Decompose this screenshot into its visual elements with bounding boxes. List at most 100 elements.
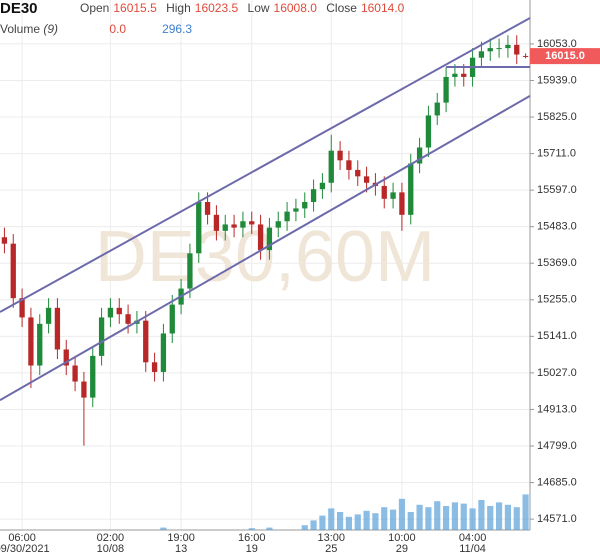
y-tick-label: 15255.0 xyxy=(537,294,577,306)
x-tick-date: 19 xyxy=(246,543,258,555)
volume-bar xyxy=(266,527,273,530)
candle-body xyxy=(284,211,290,222)
candle-body xyxy=(514,44,520,55)
candle-body xyxy=(81,381,87,398)
candle-body xyxy=(107,307,114,318)
volume-bar xyxy=(345,516,353,530)
candle-body xyxy=(10,243,16,299)
candle-body xyxy=(293,208,299,212)
volume-bar xyxy=(248,528,255,530)
volume-bar xyxy=(460,503,467,530)
candle-body xyxy=(19,298,25,318)
value: 16023.5 xyxy=(194,1,239,15)
y-tick-label: 14685.0 xyxy=(537,476,577,488)
candle-body xyxy=(496,48,502,50)
volume-bar xyxy=(160,527,167,530)
volume-bar xyxy=(363,510,370,530)
volume-bar xyxy=(513,507,520,530)
candle-body xyxy=(196,201,202,254)
candle-body xyxy=(302,201,308,209)
price-tag xyxy=(530,48,600,65)
x-tick-label: 10:00 xyxy=(388,532,416,544)
candle-body xyxy=(151,362,158,372)
trend-line xyxy=(0,95,531,402)
volume-bar xyxy=(381,507,388,530)
x-tick-label: 02:00 xyxy=(97,532,125,544)
volume-bar xyxy=(319,515,326,530)
candle-body xyxy=(478,51,485,58)
ohlc: Open 16015.5 High 16023.5 Low 16008.0 Close… xyxy=(80,1,410,15)
candle-body xyxy=(160,333,167,372)
candle-body xyxy=(337,150,343,161)
candle-body xyxy=(240,221,246,228)
watermark: DE30,60M xyxy=(95,217,435,297)
y-tick-label: 15825.0 xyxy=(537,111,577,123)
y-tick-label: 14799.0 xyxy=(537,440,577,452)
candle-body xyxy=(28,317,34,366)
label: Volume xyxy=(0,22,41,36)
candle-body xyxy=(143,320,149,363)
y-tick-label: 15027.0 xyxy=(537,367,577,379)
y-tick-label: 15141.0 xyxy=(537,330,577,342)
value: 16015.5 xyxy=(113,1,157,15)
y-tick-label: 15369.0 xyxy=(537,257,577,269)
volume-bar xyxy=(389,509,397,530)
candle-body xyxy=(363,176,370,183)
candle-body xyxy=(355,169,361,177)
candle-body xyxy=(425,115,432,148)
label: High xyxy=(166,1,191,15)
candle-body xyxy=(408,163,414,215)
volume-bar xyxy=(328,508,335,530)
candle-body xyxy=(266,227,273,251)
volume-bar xyxy=(354,514,361,530)
candle-body xyxy=(116,307,122,315)
candle-body xyxy=(328,150,334,183)
volume-bar xyxy=(504,504,512,530)
candle-body xyxy=(522,55,529,57)
x-tick-date: 10/08 xyxy=(97,543,125,555)
x-tick-date: 29 xyxy=(396,543,408,555)
y-tick-label: 15483.0 xyxy=(537,221,577,233)
candle-body xyxy=(346,160,352,170)
candle-body xyxy=(231,224,237,228)
x-tick-date: 09/30/2021 xyxy=(0,543,50,555)
y-tick-label: 16053.0 xyxy=(537,38,577,50)
x-tick-date: 13 xyxy=(175,543,187,555)
candle-body xyxy=(125,314,131,324)
label: Low xyxy=(247,1,270,15)
y-tick-label: 15939.0 xyxy=(537,74,577,86)
x-tick-label: 16:00 xyxy=(238,532,266,544)
value: 16014.0 xyxy=(360,1,405,15)
volume-bar xyxy=(372,513,379,530)
candle-body xyxy=(443,76,449,103)
candle-body xyxy=(399,192,405,215)
value: 16008.0 xyxy=(273,1,317,15)
volume-bar xyxy=(478,500,485,530)
label: Close xyxy=(326,1,357,15)
volume-bar xyxy=(301,525,308,530)
candle-body xyxy=(37,323,43,366)
x-tick-label: 06:00 xyxy=(8,532,36,544)
y-tick-label: 15597.0 xyxy=(537,184,577,196)
volume-bar xyxy=(495,502,503,530)
candle-body xyxy=(452,73,458,77)
candle-body xyxy=(169,304,175,334)
volume-bar xyxy=(398,498,406,530)
volume-bar xyxy=(416,504,423,530)
y-tick-label: 14571.0 xyxy=(537,513,577,525)
volume-bar xyxy=(310,520,317,530)
volume-bar xyxy=(434,501,441,530)
label: Open xyxy=(80,1,110,15)
candle-body xyxy=(310,189,317,202)
volume-bar xyxy=(442,506,450,530)
candle-body xyxy=(54,307,61,350)
candle-body xyxy=(505,44,511,49)
candle-body xyxy=(434,102,440,116)
x-tick-label: 04:00 xyxy=(459,532,487,544)
price-tag-label: 16015.0 xyxy=(545,50,585,62)
candle-body xyxy=(390,192,396,199)
volume-bar xyxy=(487,506,494,530)
volume-bar xyxy=(469,508,476,530)
